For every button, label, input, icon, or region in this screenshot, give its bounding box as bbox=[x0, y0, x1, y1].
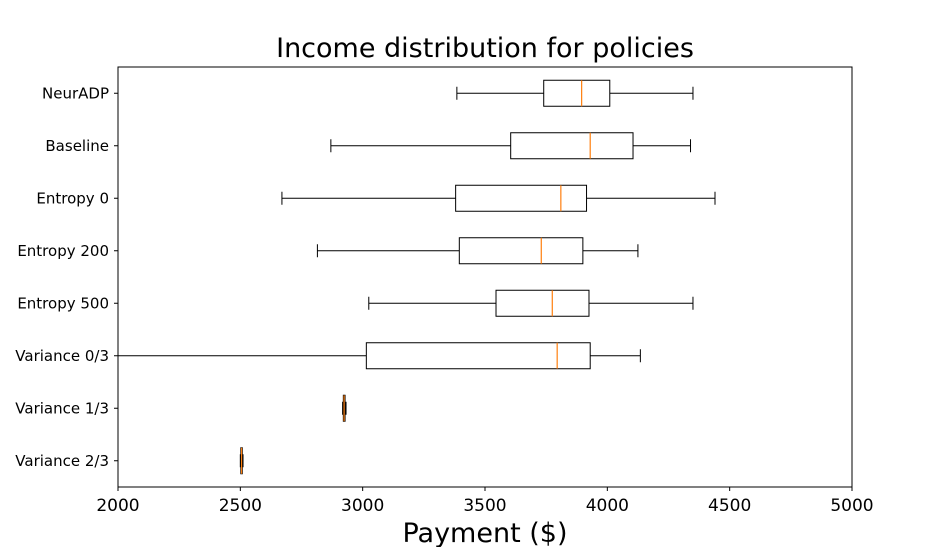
x-axis-label: Payment ($) bbox=[402, 518, 567, 547]
box-4 bbox=[368, 289, 694, 317]
box-iqr bbox=[495, 289, 590, 317]
box-2 bbox=[281, 184, 716, 212]
y-tick-label: Variance 0/3 bbox=[15, 347, 109, 365]
x-tick-label: 5000 bbox=[830, 496, 873, 516]
x-tick-label: 3500 bbox=[463, 496, 506, 516]
box-1 bbox=[330, 132, 692, 160]
y-tick-label: Variance 2/3 bbox=[15, 452, 109, 470]
y-tick-label: Entropy 500 bbox=[17, 294, 109, 312]
x-tick-label: 2500 bbox=[219, 496, 262, 516]
box-iqr bbox=[543, 79, 611, 107]
box-6 bbox=[342, 394, 347, 422]
x-tick-label: 4500 bbox=[708, 496, 751, 516]
box-iqr bbox=[458, 237, 584, 265]
y-tick-label: NeurADP bbox=[42, 84, 109, 102]
box-7 bbox=[239, 447, 244, 475]
box-iqr bbox=[510, 132, 634, 160]
box-5 bbox=[117, 342, 641, 370]
y-tick-label: Variance 1/3 bbox=[15, 399, 109, 417]
x-tick-label: 2000 bbox=[96, 496, 139, 516]
box-3 bbox=[316, 237, 639, 265]
box-group bbox=[117, 79, 716, 475]
plot-area-frame bbox=[117, 66, 853, 488]
y-tick-label: Entropy 0 bbox=[36, 189, 109, 207]
box-iqr bbox=[365, 342, 591, 370]
x-tick-label: 4000 bbox=[586, 496, 629, 516]
chart-title: Income distribution for policies bbox=[276, 33, 694, 64]
y-tick-label: Baseline bbox=[45, 137, 109, 155]
x-tick-label: 3000 bbox=[341, 496, 384, 516]
box-0 bbox=[456, 79, 694, 107]
y-tick-label: Entropy 200 bbox=[17, 242, 109, 260]
y-axis: NeurADP Baseline Entropy 0 Entropy 200 Entro… bbox=[15, 84, 118, 470]
box-iqr bbox=[455, 184, 588, 212]
x-axis: 2000 2500 3000 3500 4000 4500 5000 bbox=[96, 487, 874, 516]
